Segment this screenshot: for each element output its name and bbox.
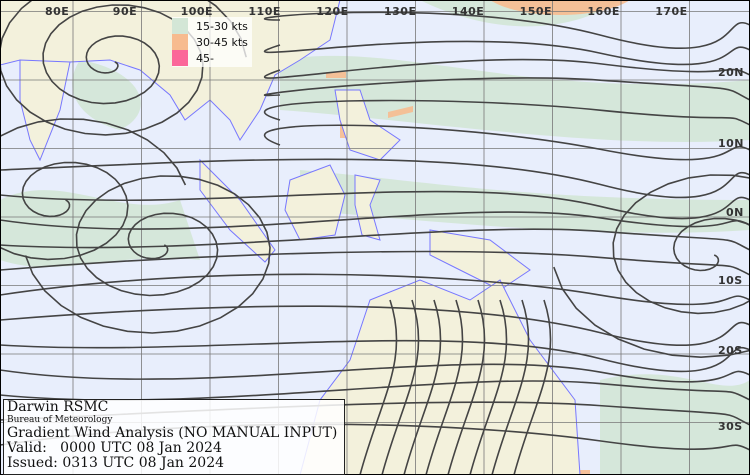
streamline [263,99,750,126]
landmasses [0,0,581,475]
streamline [425,299,464,475]
analysis-info-box: Darwin RSMC Bureau of Meteorology Gradie… [3,399,345,475]
valid-time: Valid: 0000 UTC 08 Jan 2024 [7,440,222,456]
landmass [19,59,71,162]
streamline [263,77,750,101]
streamline [263,58,750,79]
streamline [491,299,530,475]
longitude-label: 160E [587,5,620,18]
streamline [0,273,750,306]
cyclonic-spiral [553,174,750,359]
legend-swatch [172,18,188,34]
latitude-label: 20S [718,344,743,357]
wind-speed-legend: 15-30 kts 30-45 kts 45- [172,17,252,67]
legend-swatch [172,34,188,50]
legend-item-15-30: 15-30 kts [172,18,248,34]
latitude-label: 30S [718,420,743,433]
streamline [381,299,420,475]
latitude-label: 0N [726,206,744,219]
streamline [0,158,750,199]
streamline [0,228,750,251]
latitude-label: 10S [718,274,743,287]
legend-swatch [172,50,188,66]
streamline [359,299,398,475]
latitude-label: 10N [718,137,745,150]
streamline [0,250,750,276]
streamline [0,339,750,373]
legend-item-45-plus: 45- [172,50,248,66]
longitude-label: 80E [45,5,70,18]
wind-area [326,72,346,78]
streamline [469,299,508,475]
legend-label: 45- [196,51,214,65]
streamline [0,305,750,347]
legend-label: 15-30 kts [196,19,248,33]
longitude-label: 130E [384,5,417,18]
streamline [0,363,750,383]
streamline [447,299,486,475]
legend-label: 30-45 kts [196,35,248,49]
circulation-spiral [24,175,271,334]
streamline [263,11,750,50]
analysis-title: Gradient Wind Analysis (NO MANUAL INPUT) [7,425,338,441]
longitude-label: 120E [316,5,349,18]
longitude-label: 170E [655,5,688,18]
landmass [354,174,381,241]
longitude-label: 110E [248,5,281,18]
streamline [263,40,750,66]
wind-area [280,55,750,143]
legend-item-30-45: 30-45 kts [172,34,248,50]
wind-area [72,60,141,130]
streamline [403,299,442,475]
agency-name: Bureau of Meteorology [7,415,113,425]
circulation-spiral [0,118,187,261]
longitude-label: 150E [519,5,553,18]
wind-area [600,374,750,475]
centre-name: Darwin RSMC [7,399,109,415]
latitude-label: 20N [718,66,745,79]
streamline [0,190,750,220]
longitude-label: 90E [112,5,138,18]
issued-time: Issued: 0313 UTC 08 Jan 2024 [7,455,225,471]
longitude-label: 140E [451,5,485,18]
landmass [299,279,581,475]
streamline [0,211,750,230]
longitude-label: 100E [180,5,214,18]
streamline [263,124,750,161]
wind-area [388,106,413,118]
streamline [513,299,552,475]
